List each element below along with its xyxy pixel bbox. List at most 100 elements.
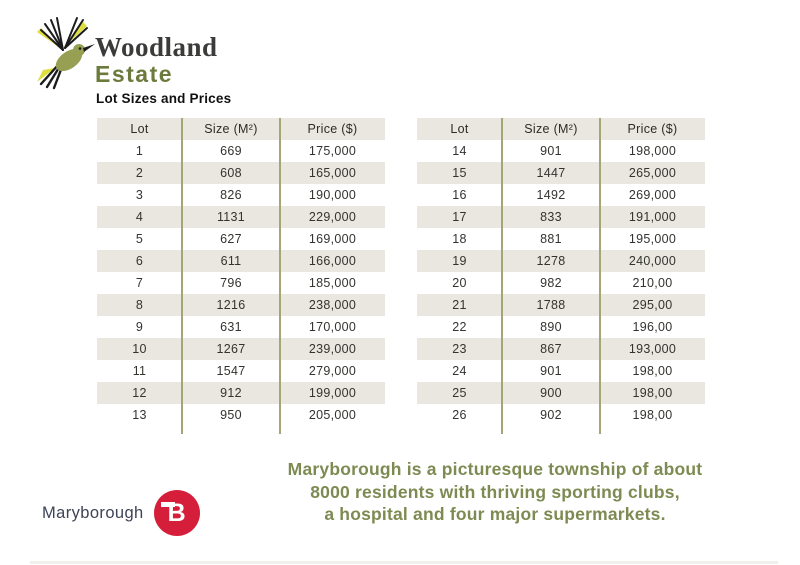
hummingbird-icon [37,17,95,90]
table-row: 13 950 205,000 [97,404,385,426]
table-cell: 1788 [536,298,566,312]
table-cell: 170,000 [308,320,357,334]
table-cell: 902 [540,408,562,422]
maryborough-b-icon: B [153,490,200,536]
table-body: 1 669 175,000 2 608 165,000 3 826 190,000 4 1131 22… [97,140,385,426]
table-cell: 169,000 [308,232,357,246]
table-cell: 198,00 [632,364,673,378]
table-row: 15 1447 265,000 [417,162,705,184]
column-header-size: Size (M²) [524,122,578,136]
brand-name-woodland: Woodland [95,32,218,62]
table-cell: 238,000 [308,298,357,312]
table-cell: 198,00 [632,386,673,400]
table-cell: 3 [135,188,144,202]
table-row: 17 833 191,000 [417,206,705,228]
table-cell: 21 [452,298,467,312]
table-row: 26 902 198,00 [417,404,705,426]
table-cell: 229,000 [308,210,357,224]
table-cell: 17 [452,210,467,224]
brand-logo: Woodland Estate [33,10,217,90]
page-title: Lot Sizes and Prices [96,91,232,106]
table-cell: 198,00 [632,408,673,422]
table-cell: 198,000 [628,144,677,158]
table-row: 20 982 210,00 [417,272,705,294]
maryborough-logo: Maryborough B [42,490,200,536]
table-row: 7 796 185,000 [97,272,385,294]
column-divider [279,118,281,434]
table-cell: 631 [220,320,242,334]
table-row: 11 1547 279,000 [97,360,385,382]
column-header-price: Price ($) [307,122,358,136]
table-row: 4 1131 229,000 [97,206,385,228]
table-cell: 269,000 [628,188,677,202]
table-cell: 165,000 [308,166,357,180]
table-cell: 205,000 [308,408,357,422]
table-body: 14 901 198,000 15 1447 265,000 16 1492 269,000 17… [417,140,705,426]
table-cell: 22 [452,320,467,334]
table-cell: 185,000 [308,276,357,290]
table-row: 12 912 199,000 [97,382,385,404]
table-row: 16 1492 269,000 [417,184,705,206]
table-cell: 826 [220,188,242,202]
column-divider [599,118,601,434]
table-cell: 1 [135,144,144,158]
column-header-lot: Lot [130,122,149,136]
table-cell: 1216 [216,298,246,312]
table-row: 8 1216 238,000 [97,294,385,316]
table-cell: 2 [135,166,144,180]
table-cell: 912 [220,386,242,400]
table-cell: 210,00 [632,276,673,290]
maryborough-logo-text: Maryborough [42,503,144,522]
table-cell: 240,000 [628,254,677,268]
lot-table-right: Lot Size (M²) Price ($) 14 901 198,000 15 14… [417,118,705,434]
cutoff-content-strip [30,561,778,564]
table-cell: 195,000 [628,232,677,246]
table-cell: 796 [220,276,242,290]
table-cell: 24 [452,364,467,378]
table-cell: 199,000 [308,386,357,400]
table-cell: 901 [540,364,562,378]
table-cell: 265,000 [628,166,677,180]
brand-name-estate: Estate [95,61,174,87]
table-cell: 11 [132,364,147,378]
table-cell: 13 [132,408,147,422]
table-cell: 1547 [216,364,246,378]
table-cell: 23 [452,342,467,356]
table-cell: 193,000 [628,342,677,356]
table-cell: 10 [132,342,147,356]
description-line: Maryborough is a picturesque township of… [287,459,703,479]
column-divider [181,118,183,434]
table-row: 23 867 193,000 [417,338,705,360]
table-cell: 18 [452,232,467,246]
table-cell: 19 [452,254,467,268]
table-row: 22 890 196,00 [417,316,705,338]
table-cell: 611 [220,254,242,268]
table-row: 3 826 190,000 [97,184,385,206]
table-cell: 279,000 [308,364,357,378]
table-cell: 16 [452,188,467,202]
table-cell: 175,000 [308,144,357,158]
table-row: 5 627 169,000 [97,228,385,250]
table-row: 1 669 175,000 [97,140,385,162]
table-row: 6 611 166,000 [97,250,385,272]
table-cell: 1447 [536,166,566,180]
table-cell: 8 [135,298,144,312]
table-header-row: Lot Size (M²) Price ($) [417,118,705,140]
table-row: 10 1267 239,000 [97,338,385,360]
table-cell: 901 [540,144,562,158]
table-row: 2 608 165,000 [97,162,385,184]
table-cell: 25 [452,386,467,400]
table-cell: 900 [540,386,562,400]
table-cell: 833 [540,210,562,224]
table-row: 19 1278 240,000 [417,250,705,272]
table-row: 24 901 198,00 [417,360,705,382]
table-cell: 950 [220,408,242,422]
table-row: 9 631 170,000 [97,316,385,338]
description-line: 8000 residents with thriving sporting cl… [310,481,680,502]
table-cell: 1278 [536,254,566,268]
table-cell: 4 [135,210,144,224]
table-row: 25 900 198,00 [417,382,705,404]
column-divider [501,118,503,434]
maryborough-b-letter: B [167,498,186,527]
